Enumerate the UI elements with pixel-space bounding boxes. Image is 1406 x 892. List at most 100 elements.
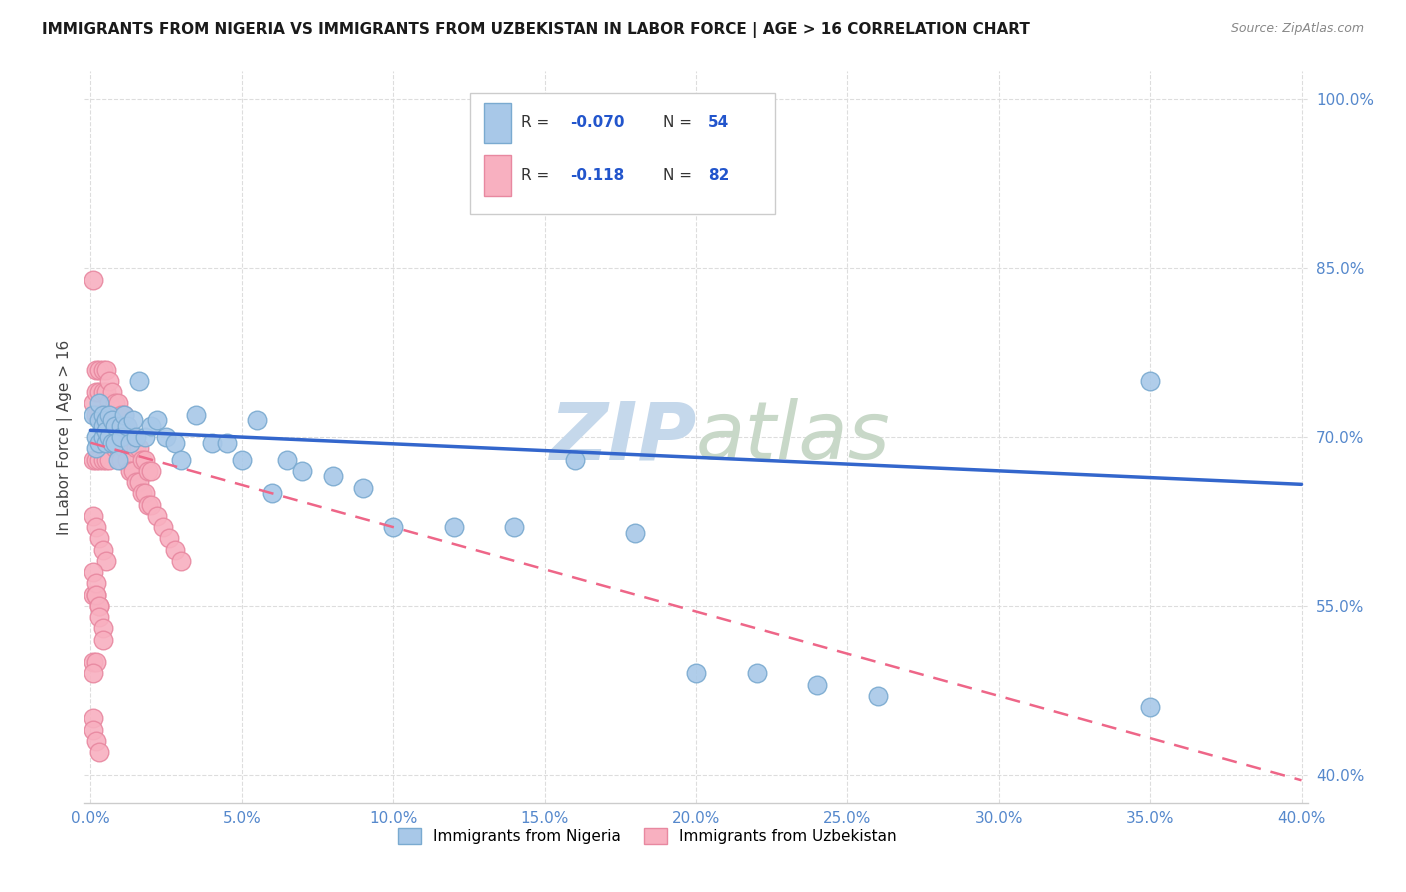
Text: IMMIGRANTS FROM NIGERIA VS IMMIGRANTS FROM UZBEKISTAN IN LABOR FORCE | AGE > 16 : IMMIGRANTS FROM NIGERIA VS IMMIGRANTS FR… xyxy=(42,22,1031,38)
Point xyxy=(128,475,150,489)
Point xyxy=(82,588,104,602)
FancyBboxPatch shape xyxy=(470,94,776,214)
Point xyxy=(94,452,117,467)
Point xyxy=(86,734,108,748)
Point xyxy=(115,418,138,433)
Point xyxy=(806,678,828,692)
Text: ZIP: ZIP xyxy=(548,398,696,476)
Point xyxy=(89,599,111,613)
Point xyxy=(104,435,127,450)
Point xyxy=(564,452,586,467)
Point xyxy=(121,464,143,478)
Point xyxy=(86,385,108,400)
Point xyxy=(104,396,127,410)
Point xyxy=(157,532,180,546)
Point xyxy=(170,452,193,467)
Point xyxy=(134,486,156,500)
Point xyxy=(121,430,143,444)
Point xyxy=(82,711,104,725)
Point xyxy=(86,430,108,444)
Point xyxy=(89,745,111,759)
Point xyxy=(125,430,148,444)
Point xyxy=(91,385,114,400)
Point xyxy=(382,520,405,534)
Point xyxy=(125,475,148,489)
Text: -0.070: -0.070 xyxy=(569,115,624,130)
Point xyxy=(100,430,122,444)
Point xyxy=(152,520,174,534)
Point xyxy=(139,418,162,433)
Point xyxy=(97,374,120,388)
Point xyxy=(131,486,153,500)
Point xyxy=(128,442,150,456)
Point xyxy=(136,464,159,478)
Point xyxy=(97,408,120,422)
Text: N =: N = xyxy=(664,115,697,130)
Point xyxy=(86,452,108,467)
Point xyxy=(82,396,104,410)
Point xyxy=(82,452,104,467)
Point xyxy=(110,430,132,444)
Point xyxy=(86,576,108,591)
Point xyxy=(134,452,156,467)
Point xyxy=(115,418,138,433)
Point xyxy=(89,435,111,450)
Point xyxy=(866,689,889,703)
Bar xyxy=(484,103,512,143)
Point xyxy=(107,418,129,433)
Point xyxy=(322,469,344,483)
Point xyxy=(110,408,132,422)
Point xyxy=(104,418,127,433)
Point xyxy=(91,362,114,376)
Text: R =: R = xyxy=(522,115,554,130)
Point xyxy=(86,520,108,534)
Point xyxy=(104,442,127,456)
Point xyxy=(110,418,132,433)
Point xyxy=(128,374,150,388)
Point xyxy=(104,418,127,433)
Point xyxy=(165,542,187,557)
Point xyxy=(134,430,156,444)
Text: Source: ZipAtlas.com: Source: ZipAtlas.com xyxy=(1230,22,1364,36)
Point xyxy=(146,508,169,523)
Point xyxy=(91,418,114,433)
Point xyxy=(86,362,108,376)
Point xyxy=(685,666,707,681)
Point xyxy=(443,520,465,534)
Point xyxy=(107,442,129,456)
Point xyxy=(86,588,108,602)
Point xyxy=(100,408,122,422)
Point xyxy=(745,666,768,681)
Point xyxy=(82,565,104,579)
Point xyxy=(118,430,141,444)
Point xyxy=(89,599,111,613)
Point xyxy=(155,430,177,444)
Point xyxy=(125,442,148,456)
Text: 54: 54 xyxy=(709,115,730,130)
Bar xyxy=(484,155,512,195)
Point xyxy=(170,554,193,568)
Point xyxy=(146,413,169,427)
Point xyxy=(112,408,135,422)
Point xyxy=(89,396,111,410)
Point xyxy=(231,452,253,467)
Point xyxy=(91,408,114,422)
Point xyxy=(110,430,132,444)
Point xyxy=(1139,374,1161,388)
Point xyxy=(121,413,143,427)
Point xyxy=(94,435,117,450)
Point xyxy=(107,452,129,467)
Point xyxy=(82,272,104,286)
Point xyxy=(91,452,114,467)
Point xyxy=(89,452,111,467)
Point xyxy=(89,385,111,400)
Text: N =: N = xyxy=(664,168,697,183)
Point xyxy=(82,408,104,422)
Point xyxy=(291,464,314,478)
Point xyxy=(94,362,117,376)
Point xyxy=(82,655,104,669)
Point xyxy=(100,385,122,400)
Point xyxy=(165,435,187,450)
Point xyxy=(1139,700,1161,714)
Point xyxy=(94,554,117,568)
